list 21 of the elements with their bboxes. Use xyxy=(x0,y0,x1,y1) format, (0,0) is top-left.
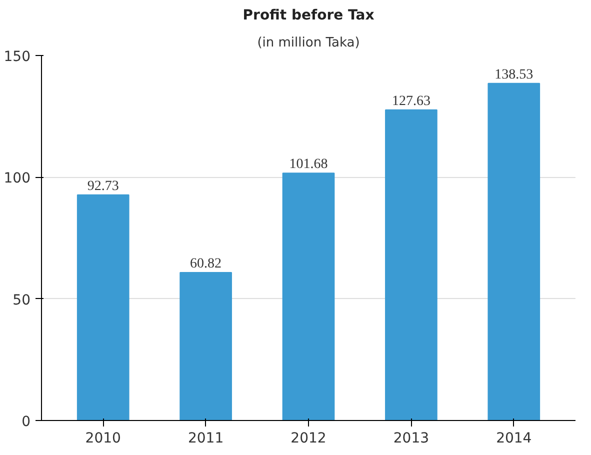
bar xyxy=(282,172,335,420)
data-label: 127.63 xyxy=(392,94,430,109)
data-label: 92.73 xyxy=(87,178,119,194)
y-tick-label: 150 xyxy=(4,49,31,65)
x-tick-label: 2010 xyxy=(85,430,121,446)
y-tick-label: 0 xyxy=(22,414,31,430)
chart-subtitle: (in million Taka) xyxy=(257,36,360,50)
chart-title: Profit before Tax xyxy=(242,8,374,24)
x-tick-label: 2014 xyxy=(496,430,532,446)
bar xyxy=(488,82,540,420)
data-label: 101.68 xyxy=(289,157,328,172)
x-tick-label: 2011 xyxy=(188,430,224,446)
x-tick-label: 2012 xyxy=(290,430,326,446)
y-tick-label: 50 xyxy=(12,292,31,308)
y-tick-label: 100 xyxy=(4,170,31,187)
data-label: 60.82 xyxy=(190,256,222,272)
data-label: 138.53 xyxy=(494,67,534,82)
bar xyxy=(76,194,130,420)
bar xyxy=(385,109,438,420)
x-tick-label: 2013 xyxy=(393,430,430,446)
bar xyxy=(180,272,232,420)
